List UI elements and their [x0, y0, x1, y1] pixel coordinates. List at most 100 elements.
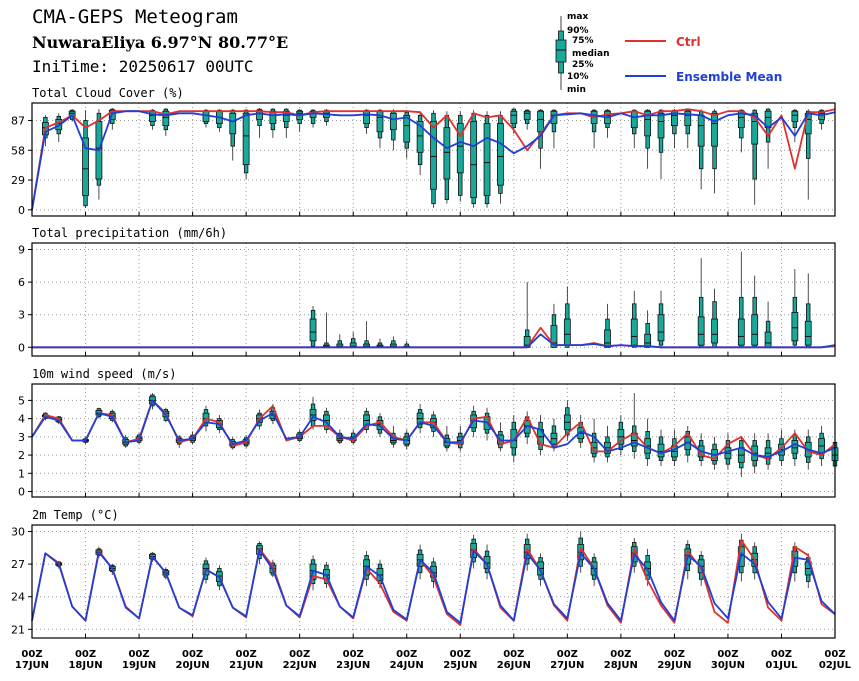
iqr-box	[644, 333, 652, 348]
iqr-box	[269, 110, 277, 124]
x-tick-label-date: 19JUN	[122, 660, 156, 671]
y-tick-label: 5	[18, 394, 25, 407]
x-tick-label-time: 00Z	[824, 649, 845, 660]
iqr-box	[82, 137, 89, 196]
box-whisker	[818, 425, 826, 467]
iqr-box	[630, 318, 638, 346]
box-whisker	[363, 321, 370, 348]
box-whisker	[630, 290, 638, 348]
y-tick-label: 2	[18, 449, 25, 462]
box-whisker	[215, 109, 223, 132]
x-tick-label-time: 00Z	[450, 649, 471, 660]
y-tick-label: 21	[11, 623, 25, 636]
iqr-box	[550, 325, 558, 348]
box-whisker	[737, 251, 745, 348]
box-whisker	[751, 275, 759, 348]
y-tick-label: 0	[18, 204, 25, 217]
box-whisker	[630, 109, 638, 149]
iqr-box	[751, 314, 759, 346]
panel-title: 2m Temp (°C)	[32, 508, 119, 522]
box-whisker	[336, 334, 344, 348]
panel-frame	[31, 524, 836, 639]
iqr-box	[791, 110, 799, 122]
box-whisker	[510, 108, 518, 134]
iqr-box	[510, 110, 518, 124]
legend-box-label: 25%	[572, 60, 594, 70]
box-whisker	[483, 544, 491, 580]
x-tick-label-date: 24JUN	[390, 660, 424, 671]
box-whisker	[389, 109, 397, 151]
box-whisker	[296, 109, 304, 132]
init-time-label: IniTime: 20250617 00UTC	[32, 57, 254, 76]
box-whisker	[497, 111, 504, 204]
box-whisker	[791, 429, 799, 467]
box-whisker	[764, 108, 772, 169]
p10-p90-box	[752, 109, 757, 180]
box-whisker	[323, 407, 330, 434]
iqr-box	[657, 314, 665, 342]
box-whisker	[764, 433, 772, 470]
box-whisker	[737, 109, 745, 153]
iqr-box	[456, 123, 464, 174]
box-whisker	[95, 109, 103, 200]
box-whisker	[55, 113, 63, 143]
ensemble-mean-line	[31, 110, 836, 210]
x-tick-label-time: 00Z	[557, 649, 578, 660]
iqr-box	[282, 110, 290, 122]
box-whisker	[537, 414, 544, 456]
iqr-box	[751, 112, 759, 145]
box-whisker	[309, 396, 317, 430]
x-tick-label-date: 23JUN	[336, 660, 370, 671]
iqr-box	[697, 114, 705, 147]
x-tick-label-date: 02JUL	[819, 660, 852, 671]
iqr-box	[430, 121, 437, 190]
box-whisker	[791, 109, 799, 143]
panel-title: 10m wind speed (m/s)	[32, 367, 177, 381]
iqr-box	[497, 123, 504, 186]
y-tick-label: 1	[18, 467, 25, 480]
box-whisker	[657, 109, 665, 180]
location-label: NuwaraEliya 6.97°N 80.77°E	[32, 33, 289, 52]
box-whisker	[711, 436, 718, 470]
box-whisker	[162, 108, 170, 136]
y-tick-label: 58	[11, 144, 25, 157]
box-whisker	[523, 282, 531, 348]
box-whisker	[604, 425, 611, 463]
box-whisker	[550, 303, 558, 348]
x-tick-label-date: 26JUN	[497, 660, 531, 671]
chart-title: CMA-GEPS Meteogram	[32, 6, 238, 28]
y-tick-label: 30	[11, 526, 25, 539]
legend-box-label: min	[567, 85, 586, 95]
x-tick-label-time: 00Z	[610, 649, 631, 660]
box-whisker	[791, 269, 799, 348]
x-tick-label-date: 29JUN	[657, 660, 691, 671]
x-tick-label-time: 00Z	[289, 649, 310, 660]
iqr-box	[684, 110, 692, 127]
box-whisker	[697, 258, 705, 348]
iqr-box	[697, 316, 705, 346]
legend-box-label: 90%	[567, 26, 589, 36]
x-tick-label-time: 00Z	[664, 649, 685, 660]
iqr-box	[256, 109, 263, 120]
iqr-box	[483, 556, 491, 569]
box-whisker	[751, 109, 759, 205]
iqr-box	[630, 110, 638, 129]
panel-4: 2m Temp (°C) 21 24 27 30	[11, 508, 836, 639]
box-whisker	[604, 303, 611, 348]
iqr-box	[604, 329, 611, 348]
box-whisker	[483, 111, 491, 208]
box-whisker	[644, 418, 652, 467]
panel-1: Total Cloud Cover (%) 0 29 58 87	[11, 86, 836, 217]
y-tick-label: 27	[11, 558, 25, 571]
legend-box-label: 10%	[567, 72, 589, 82]
iqr-box	[791, 312, 799, 342]
iqr-box	[644, 110, 652, 137]
box-whisker	[403, 110, 411, 159]
box-whisker	[764, 301, 772, 348]
box-whisker	[563, 286, 571, 348]
x-tick-label-time: 00Z	[771, 649, 792, 660]
y-tick-label: 29	[11, 174, 25, 187]
y-tick-label: 87	[11, 114, 25, 127]
y-tick-label: 24	[11, 591, 25, 604]
iqr-box	[657, 443, 665, 458]
